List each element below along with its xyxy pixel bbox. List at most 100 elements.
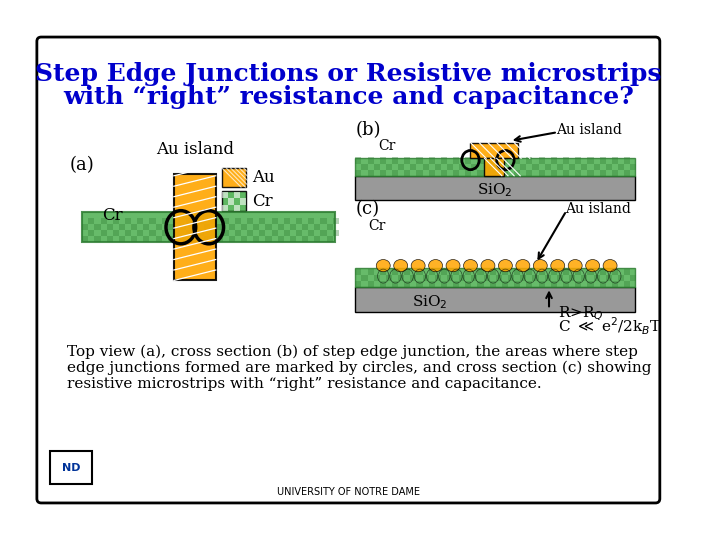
Text: Cr: Cr — [102, 206, 123, 224]
Bar — [113, 230, 119, 236]
Bar — [526, 269, 532, 275]
Bar — [222, 205, 228, 211]
Bar — [416, 281, 423, 287]
Bar — [361, 164, 367, 170]
Bar — [296, 218, 302, 224]
Bar — [356, 176, 634, 200]
Bar — [588, 158, 593, 164]
Ellipse shape — [534, 260, 547, 272]
Bar — [217, 224, 222, 230]
Bar — [416, 269, 423, 275]
Ellipse shape — [603, 260, 617, 272]
Bar — [271, 230, 278, 236]
Bar — [271, 218, 278, 224]
Bar — [575, 269, 581, 275]
Bar — [588, 269, 593, 275]
Bar — [308, 230, 315, 236]
Bar — [143, 224, 150, 230]
Bar — [404, 269, 410, 275]
Text: Au island: Au island — [156, 141, 234, 158]
Bar — [612, 158, 618, 164]
Bar — [470, 143, 518, 158]
Ellipse shape — [411, 260, 425, 272]
Bar — [618, 275, 624, 281]
Bar — [465, 281, 472, 287]
Bar — [404, 281, 410, 287]
Bar — [125, 218, 131, 224]
Bar — [490, 170, 496, 176]
Bar — [204, 224, 210, 230]
Text: (c): (c) — [356, 200, 379, 218]
Bar — [441, 269, 447, 275]
Bar — [606, 275, 612, 281]
Text: Cr: Cr — [369, 219, 386, 233]
Bar — [569, 275, 575, 281]
Bar — [82, 212, 336, 242]
Bar — [410, 164, 416, 170]
Bar — [379, 170, 386, 176]
Text: Cr: Cr — [378, 139, 395, 153]
Text: with “right” resistance and capacitance?: with “right” resistance and capacitance? — [63, 85, 634, 109]
Bar — [441, 158, 447, 164]
Bar — [600, 269, 606, 275]
Bar — [502, 158, 508, 164]
Bar — [192, 236, 198, 242]
Bar — [428, 281, 435, 287]
Bar — [143, 236, 150, 242]
Bar — [428, 269, 435, 275]
Bar — [241, 236, 247, 242]
Bar — [241, 224, 247, 230]
Bar — [508, 164, 514, 170]
Bar — [125, 230, 131, 236]
Bar — [150, 230, 156, 236]
Bar — [526, 170, 532, 176]
Text: Top view (a), cross section (b) of step edge junction, the areas where step
edge: Top view (a), cross section (b) of step … — [68, 344, 652, 392]
Text: Cr: Cr — [253, 193, 273, 210]
Bar — [472, 164, 477, 170]
Bar — [428, 170, 435, 176]
Bar — [198, 230, 204, 236]
Bar — [186, 230, 192, 236]
Bar — [490, 158, 496, 164]
Bar — [526, 281, 532, 287]
Bar — [465, 269, 472, 275]
Ellipse shape — [446, 260, 460, 272]
Bar — [161, 230, 168, 236]
Bar — [490, 281, 496, 287]
Bar — [235, 230, 241, 236]
Bar — [477, 170, 484, 176]
Bar — [398, 164, 404, 170]
Bar — [563, 158, 569, 164]
Bar — [453, 281, 459, 287]
Bar — [356, 158, 361, 164]
Bar — [539, 269, 544, 275]
Bar — [356, 287, 634, 312]
Bar — [465, 170, 472, 176]
Bar — [119, 236, 125, 242]
Bar — [356, 281, 361, 287]
Bar — [588, 281, 593, 287]
Bar — [539, 170, 544, 176]
Bar — [392, 158, 398, 164]
Bar — [612, 269, 618, 275]
Bar — [302, 224, 308, 230]
Bar — [174, 174, 216, 280]
Bar — [253, 236, 259, 242]
Bar — [502, 269, 508, 275]
Bar — [435, 164, 441, 170]
Bar — [532, 164, 539, 170]
Bar — [410, 275, 416, 281]
Bar — [82, 224, 89, 230]
Bar — [192, 224, 198, 230]
Bar — [496, 164, 502, 170]
Bar — [630, 275, 636, 281]
Bar — [551, 158, 557, 164]
Text: Au: Au — [253, 169, 275, 186]
Ellipse shape — [377, 260, 390, 272]
Bar — [569, 164, 575, 170]
Bar — [138, 218, 143, 224]
Bar — [222, 168, 246, 187]
Bar — [186, 218, 192, 224]
Bar — [624, 170, 630, 176]
Bar — [356, 158, 634, 176]
